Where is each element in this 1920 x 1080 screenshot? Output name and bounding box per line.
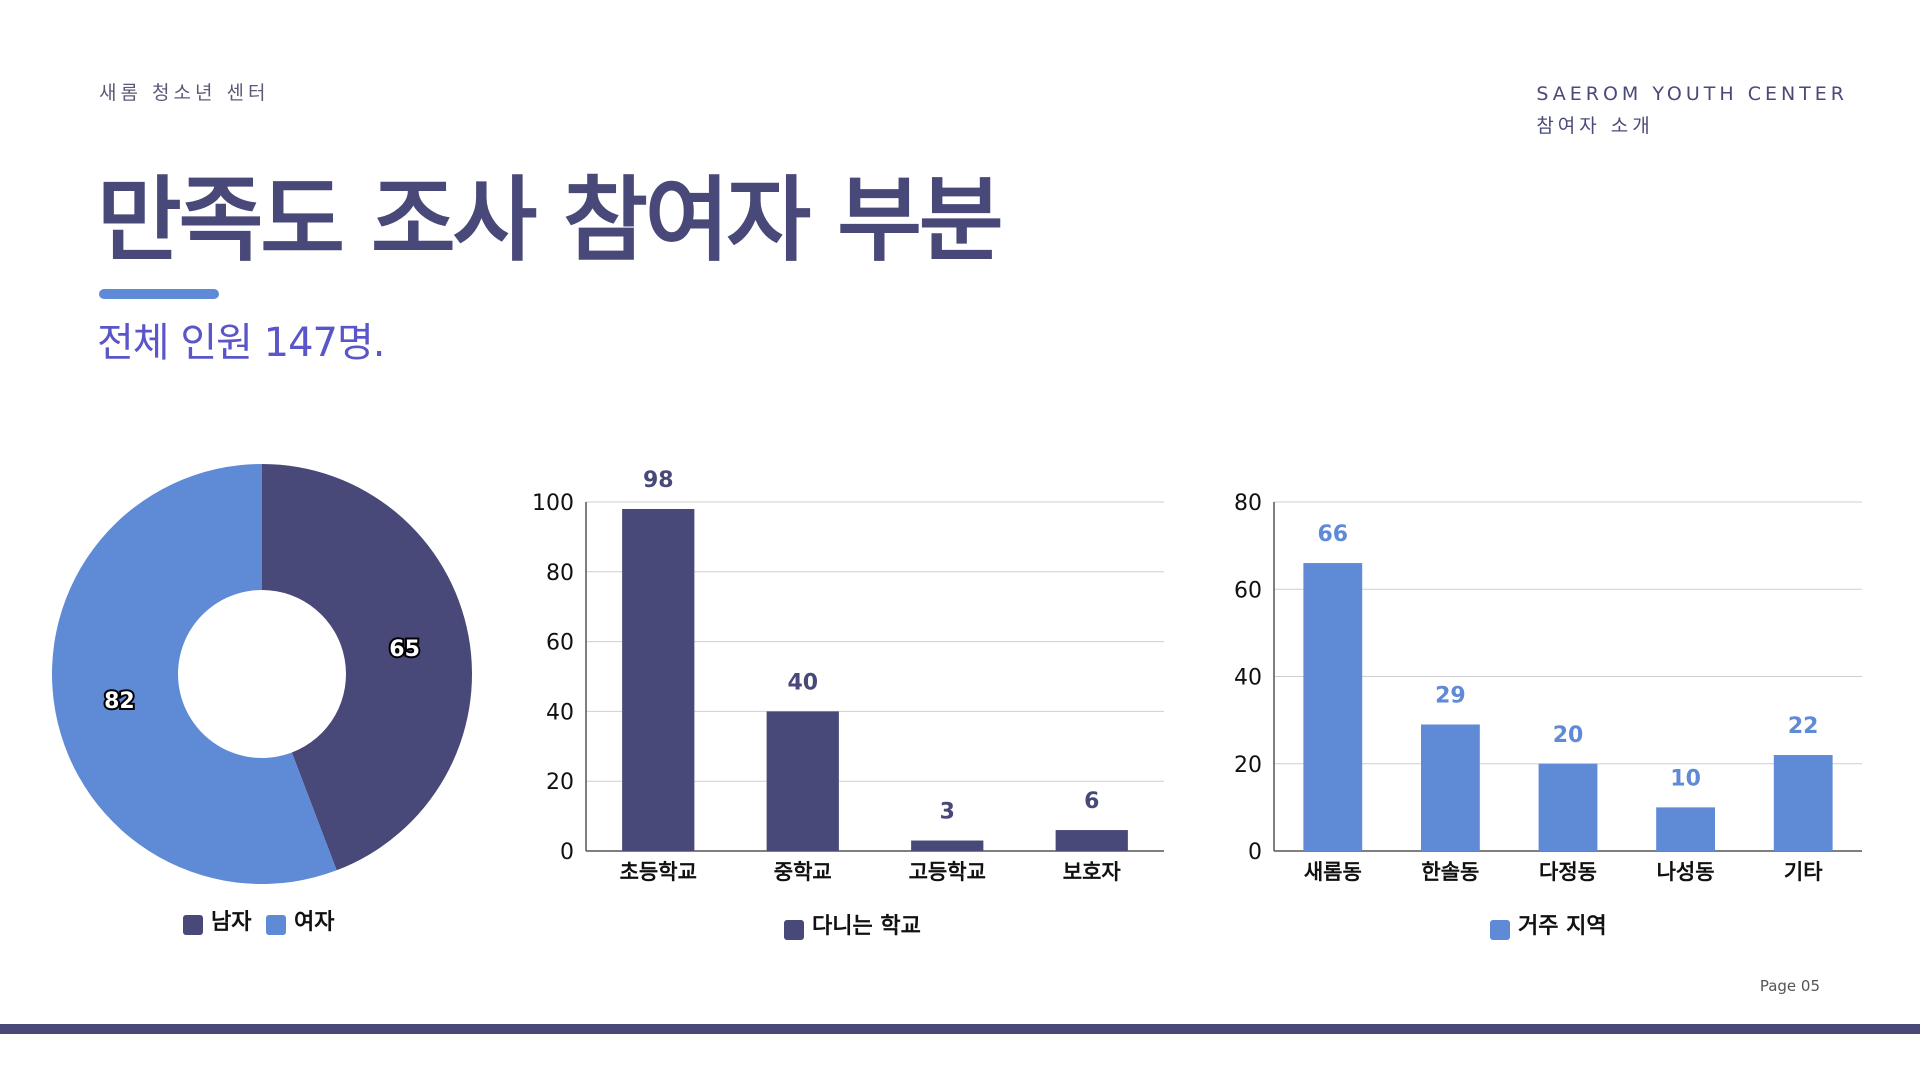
bar <box>1773 755 1833 851</box>
bar <box>1055 830 1128 851</box>
bar <box>766 711 839 851</box>
y-tick-label: 40 <box>546 700 574 725</box>
footer-bar <box>0 1024 1920 1034</box>
donut-data-label: 82 <box>104 689 135 714</box>
donut-legend: 남자 여자 <box>183 910 335 935</box>
bar-data-label: 6 <box>1084 789 1099 814</box>
bar-data-label: 10 <box>1670 766 1701 791</box>
x-tick-label: 다정동 <box>1539 860 1597 884</box>
x-tick-label: 새롬동 <box>1304 860 1362 884</box>
brand-korean: 참여자 소개 <box>1536 115 1654 137</box>
legend-label: 거주 지역 <box>1518 914 1607 939</box>
legend-label: 다니는 학교 <box>812 914 921 939</box>
y-tick-label: 80 <box>1234 491 1262 516</box>
y-tick-label: 100 <box>532 491 574 516</box>
org-name: 새롬 청소년 센터 <box>99 82 270 104</box>
brand-block: SAEROM YOUTH CENTER 참여자 소개 <box>1536 78 1848 142</box>
bar-legend: 거주 지역 <box>1490 914 1607 940</box>
bar-data-label: 22 <box>1788 714 1819 739</box>
x-tick-label: 나성동 <box>1657 860 1715 884</box>
y-tick-label: 0 <box>1248 840 1262 865</box>
bar-data-label: 66 <box>1317 522 1348 547</box>
y-tick-label: 0 <box>560 840 574 865</box>
x-tick-label: 고등학교 <box>909 860 986 884</box>
legend-swatch <box>183 915 203 935</box>
donut-slice <box>52 464 337 884</box>
bar-data-label: 40 <box>787 670 818 695</box>
legend-label: 여자 <box>294 910 335 935</box>
y-tick-label: 60 <box>546 631 574 656</box>
donut-data-label: 65 <box>389 637 420 662</box>
bar-legend: 다니는 학교 <box>784 914 921 940</box>
x-tick-label: 초등학교 <box>620 860 697 884</box>
bar <box>622 508 695 851</box>
title-underline <box>99 289 219 299</box>
bar-data-label: 98 <box>643 468 674 493</box>
x-tick-label: 중학교 <box>774 860 832 884</box>
legend-swatch <box>784 920 804 940</box>
bar-data-label: 3 <box>940 800 955 825</box>
page-title: 만족도 조사 참여자 부분 <box>97 167 1003 274</box>
legend-swatch <box>266 915 286 935</box>
y-tick-label: 20 <box>1234 753 1262 778</box>
donut-chart: 65 82 남자 여자 <box>52 464 473 935</box>
y-tick-label: 40 <box>1234 666 1262 691</box>
donut-slice <box>262 464 473 871</box>
bar <box>1538 763 1598 851</box>
legend-swatch <box>1490 920 1510 940</box>
legend-label: 남자 <box>211 910 252 935</box>
y-tick-label: 20 <box>546 770 574 795</box>
bar <box>1421 724 1480 851</box>
x-tick-label: 한솔동 <box>1421 860 1479 884</box>
bar-data-label: 29 <box>1435 683 1466 708</box>
y-tick-label: 80 <box>546 561 574 586</box>
x-tick-label: 보호자 <box>1063 860 1122 884</box>
bar <box>1656 807 1715 851</box>
page-number: Page 05 <box>1759 977 1820 995</box>
bar-data-label: 20 <box>1553 723 1584 748</box>
y-tick-label: 60 <box>1234 578 1262 603</box>
bar <box>911 840 984 851</box>
page-subtitle: 전체 인원 147명. <box>97 320 385 366</box>
x-tick-label: 기타 <box>1784 860 1823 884</box>
brand-english: SAEROM YOUTH CENTER <box>1536 83 1848 105</box>
bar <box>1303 563 1363 851</box>
